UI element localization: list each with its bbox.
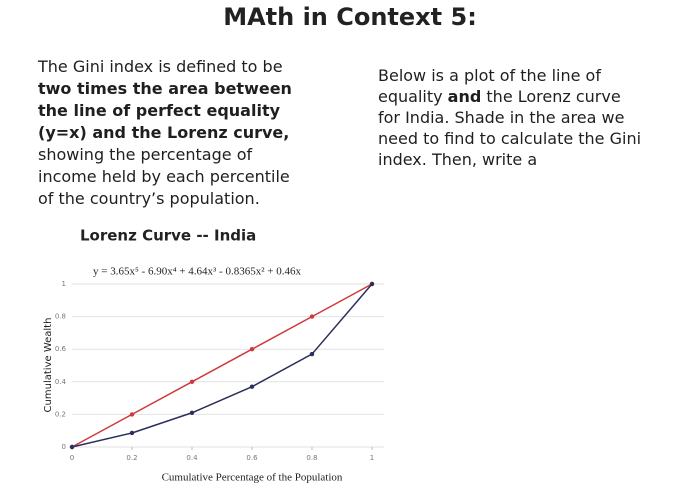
x-axis-label: Cumulative Percentage of the Population bbox=[162, 472, 343, 484]
y-tick-label: 0.6 bbox=[55, 345, 67, 353]
series-line bbox=[71, 283, 373, 448]
text-run: The Gini index is defined to be bbox=[37, 57, 283, 76]
text-run: the Lorenz curve bbox=[481, 87, 620, 106]
text-run: the line of perfect equality bbox=[38, 101, 281, 120]
paragraph-line: equality and the Lorenz curve bbox=[378, 87, 621, 106]
paragraph-line: the line of perfect equality bbox=[38, 101, 281, 120]
data-point bbox=[189, 379, 195, 384]
y-tick-label: 0.4 bbox=[55, 378, 67, 386]
data-point bbox=[129, 430, 135, 436]
x-tick-label: 0 bbox=[70, 454, 74, 462]
text-run: income held by each percentile bbox=[38, 167, 290, 186]
paragraph-line: income held by each percentile bbox=[38, 167, 290, 186]
text-run: (y=x) and the Lorenz curve, bbox=[38, 123, 289, 142]
paragraph-line: Below is a plot of the line of bbox=[378, 66, 601, 85]
page-title: MAth in Context 5: bbox=[223, 3, 477, 31]
paragraph-line: of the country’s population. bbox=[38, 189, 260, 208]
y-tick-label: 0 bbox=[62, 443, 66, 451]
x-tick-label: 0.8 bbox=[306, 454, 317, 462]
text-run: need to find to calculate the Gini bbox=[378, 129, 641, 148]
text-run: showing the percentage of bbox=[38, 145, 252, 164]
x-tick-label: 1 bbox=[370, 454, 374, 462]
equation: y = 3.65x⁵ - 6.90x⁴ + 4.64x³ - 0.8365x² … bbox=[93, 266, 301, 278]
chart-title: Lorenz Curve -- India bbox=[80, 227, 256, 245]
paragraph-line: for India. Shade in the area we bbox=[378, 108, 624, 127]
data-point bbox=[69, 444, 75, 450]
y-tick-label: 0.2 bbox=[55, 410, 66, 418]
y-tick-label: 1 bbox=[62, 280, 66, 288]
data-point bbox=[309, 351, 315, 357]
x-tick-label: 0.6 bbox=[246, 454, 258, 462]
text-run: for India. Shade in the area we bbox=[378, 108, 624, 127]
series-line bbox=[71, 283, 373, 448]
x-tick-label: 0.2 bbox=[126, 454, 137, 462]
paragraph-line: showing the percentage of bbox=[38, 145, 252, 164]
data-point bbox=[249, 347, 255, 352]
paragraph-line: The Gini index is defined to be bbox=[37, 57, 283, 76]
data-point bbox=[129, 412, 135, 417]
data-point bbox=[309, 314, 315, 319]
y-axis-label: Cumulative Wealth bbox=[43, 318, 54, 413]
data-point bbox=[249, 384, 255, 389]
paragraph-line: index. Then, write a bbox=[378, 150, 537, 169]
data-point bbox=[369, 281, 375, 287]
y-tick-label: 0.8 bbox=[55, 313, 66, 321]
data-point bbox=[189, 410, 195, 415]
paragraph-line: need to find to calculate the Gini bbox=[378, 129, 641, 148]
x-tick-label: 0.4 bbox=[186, 454, 198, 462]
text-run: two times the area between bbox=[38, 79, 292, 98]
paragraph-line: two times the area between bbox=[38, 79, 292, 98]
text-run: index. Then, write a bbox=[378, 150, 537, 169]
text-run: Below is a plot of the line of bbox=[378, 66, 601, 85]
text-run: of the country’s population. bbox=[38, 189, 260, 208]
text-run: and bbox=[448, 87, 482, 106]
paragraph-line: (y=x) and the Lorenz curve, bbox=[38, 123, 289, 142]
text-run: equality bbox=[378, 87, 448, 106]
